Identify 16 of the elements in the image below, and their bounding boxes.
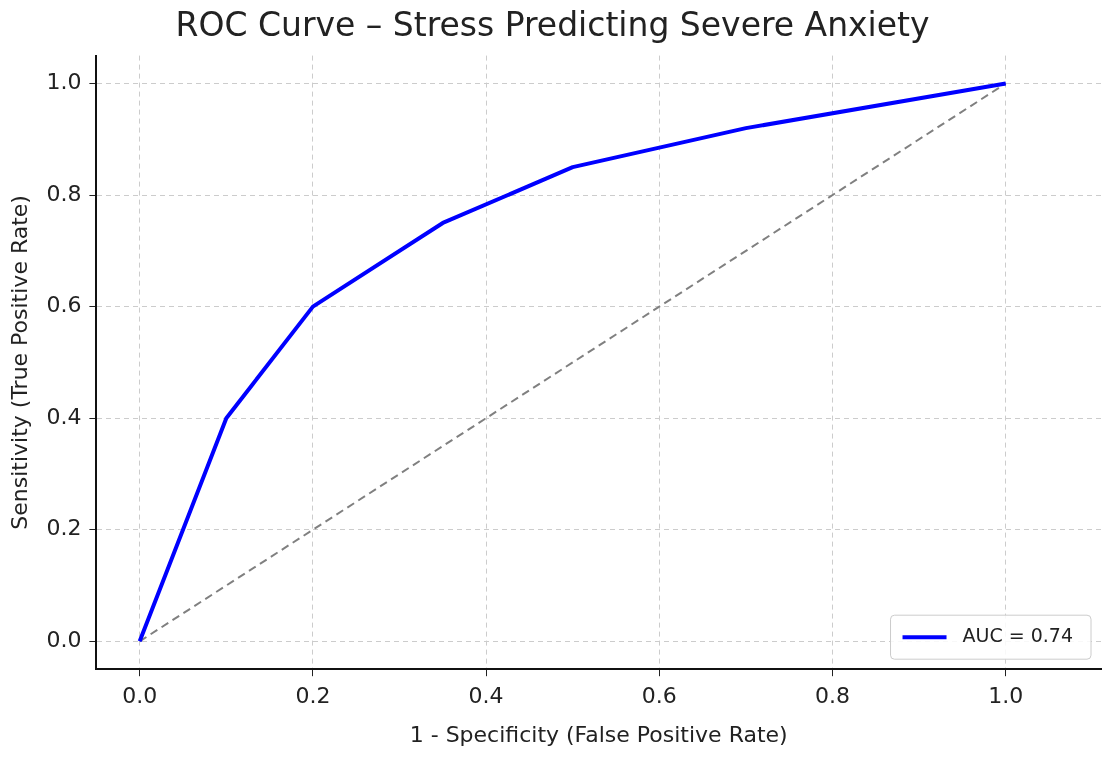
y-tick-label: 0.6 <box>46 292 82 318</box>
x-tick-label: 0.2 <box>295 683 331 709</box>
y-tick-label: 0.4 <box>46 403 82 429</box>
y-tick-label: 0.8 <box>46 180 82 206</box>
y-tick-label: 0.2 <box>46 515 82 541</box>
legend-label: AUC = 0.74 <box>962 624 1074 647</box>
x-axis-title: 1 - Specificity (False Positive Rate) <box>409 721 788 747</box>
y-axis-title: Sensitivity (True Positive Rate) <box>6 195 32 530</box>
x-tick-label: 0.0 <box>122 683 158 709</box>
y-tick-label: 1.0 <box>46 69 82 95</box>
y-tick-label: 0.0 <box>46 627 82 653</box>
x-tick-label: 0.6 <box>641 683 677 709</box>
x-tick-label: 0.8 <box>815 683 851 709</box>
x-tick-label: 1.0 <box>988 683 1024 709</box>
x-tick-label: 0.4 <box>468 683 504 709</box>
chart-title: ROC Curve – Stress Predicting Severe Anxiety <box>175 5 930 45</box>
